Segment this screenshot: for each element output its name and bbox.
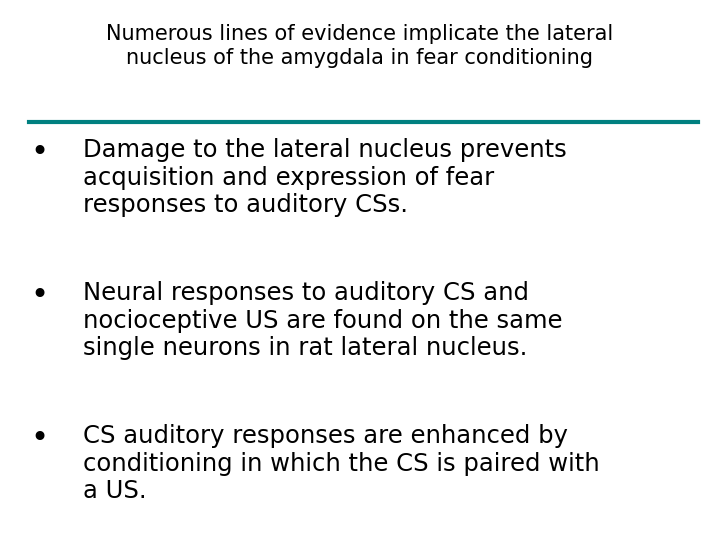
Text: Damage to the lateral nucleus prevents
acquisition and expression of fear
respon: Damage to the lateral nucleus prevents a… [83,138,567,217]
Text: CS auditory responses are enhanced by
conditioning in which the CS is paired wit: CS auditory responses are enhanced by co… [83,424,600,503]
Text: •: • [30,138,49,167]
Text: •: • [30,281,49,310]
Text: Neural responses to auditory CS and
nocioceptive US are found on the same
single: Neural responses to auditory CS and noci… [83,281,562,360]
Text: •: • [30,424,49,453]
Text: Numerous lines of evidence implicate the lateral
nucleus of the amygdala in fear: Numerous lines of evidence implicate the… [107,24,613,68]
